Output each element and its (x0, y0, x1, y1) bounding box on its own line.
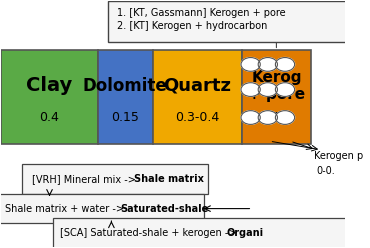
Text: Kerogen p: Kerogen p (314, 151, 363, 161)
Circle shape (258, 83, 278, 96)
FancyBboxPatch shape (1, 50, 98, 144)
FancyBboxPatch shape (242, 50, 311, 144)
Text: 0-0.1: 0-0.1 (260, 111, 293, 124)
Text: Quartz: Quartz (163, 77, 231, 95)
Text: 0.3-0.4: 0.3-0.4 (175, 111, 219, 124)
Circle shape (275, 83, 295, 96)
Circle shape (275, 111, 295, 124)
Text: [SCA] Saturated-shale + kerogen ->: [SCA] Saturated-shale + kerogen -> (60, 228, 239, 238)
FancyBboxPatch shape (53, 218, 349, 248)
Circle shape (258, 58, 278, 71)
Circle shape (241, 111, 260, 124)
Text: [VRH] Mineral mix ->: [VRH] Mineral mix -> (32, 174, 139, 184)
Circle shape (275, 58, 295, 71)
Text: 0.4: 0.4 (40, 111, 60, 124)
FancyBboxPatch shape (108, 1, 349, 42)
Text: Clay: Clay (26, 76, 73, 95)
Circle shape (241, 58, 260, 71)
Text: 0.15: 0.15 (111, 111, 139, 124)
Text: Shale matrix: Shale matrix (134, 174, 204, 184)
Text: 0-0.: 0-0. (316, 166, 335, 176)
Text: 1. [KT, Gassmann] Kerogen + pore: 1. [KT, Gassmann] Kerogen + pore (117, 7, 285, 18)
Text: Shale matrix + water ->: Shale matrix + water -> (5, 204, 127, 214)
FancyBboxPatch shape (0, 194, 204, 223)
Text: Kerog
+ pore: Kerog + pore (248, 70, 305, 102)
FancyBboxPatch shape (22, 164, 208, 194)
Text: 2. [KT] Kerogen + hydrocarbon: 2. [KT] Kerogen + hydrocarbon (117, 21, 267, 31)
Text: Dolomite: Dolomite (83, 77, 168, 95)
Circle shape (241, 83, 260, 96)
Text: Organi: Organi (226, 228, 264, 238)
FancyBboxPatch shape (153, 50, 242, 144)
FancyBboxPatch shape (98, 50, 153, 144)
Circle shape (258, 111, 278, 124)
Text: Saturated-shale: Saturated-shale (120, 204, 208, 214)
